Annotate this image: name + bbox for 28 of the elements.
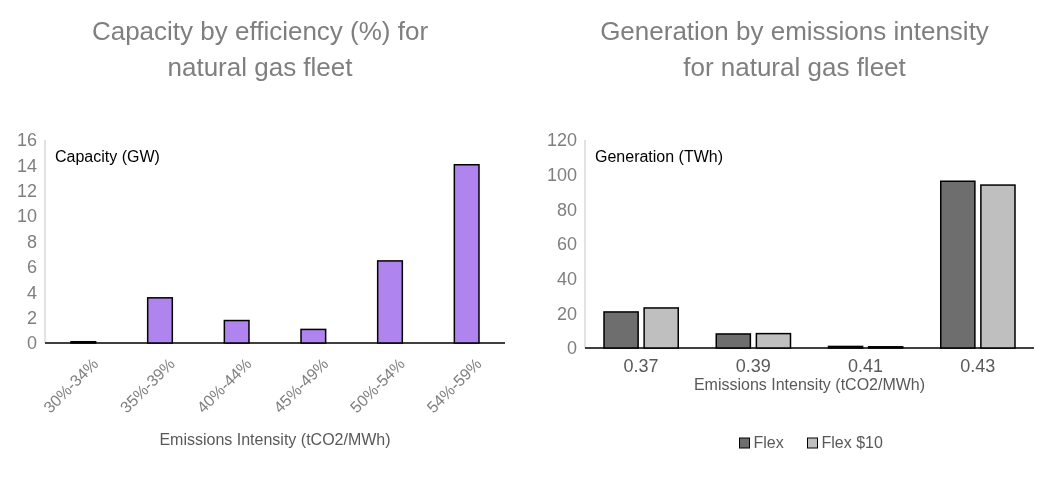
y-tick-label: 80 (556, 199, 577, 220)
x-tick-label: 0.43 (960, 356, 996, 376)
x-tick-label: 0.41 (848, 356, 884, 376)
x-tick-label: 0.39 (735, 356, 771, 376)
x-axis-title: Emissions Intensity (tCO2/MWh) (159, 431, 391, 448)
y-tick-label: 120 (546, 130, 577, 151)
y-tick-label: 0 (566, 338, 577, 359)
x-tick-label: 0.37 (623, 356, 659, 376)
y-tick-label: 60 (556, 234, 577, 255)
y-tick-label: 6 (26, 257, 37, 278)
y-tick-label: 40 (556, 268, 577, 289)
y-tick-label: 4 (26, 282, 37, 303)
legend-label: Flex (753, 434, 784, 451)
chart-title: Generation by emissions intensity for natural gas fleet (600, 16, 989, 82)
y-axis-title: Capacity (GW) (55, 148, 160, 165)
chart-title: Capacity by efficiency (%) for natural gas fleet (91, 16, 429, 82)
y-tick-label: 14 (16, 155, 37, 176)
legend-label: Flex $10 (821, 434, 883, 451)
y-tick-label: 0 (26, 333, 37, 354)
y-tick-label: 100 (546, 164, 577, 185)
y-tick-label: 20 (556, 303, 577, 324)
y-tick-label: 12 (16, 181, 37, 202)
y-tick-label: 16 (16, 130, 37, 151)
y-tick-label: 8 (26, 231, 37, 252)
x-axis-title: Emissions Intensity (tCO2/MWh) (693, 376, 926, 393)
y-axis-title: Generation (TWh) (595, 148, 724, 165)
y-tick-label: 10 (16, 206, 37, 227)
y-tick-label: 2 (26, 307, 37, 328)
